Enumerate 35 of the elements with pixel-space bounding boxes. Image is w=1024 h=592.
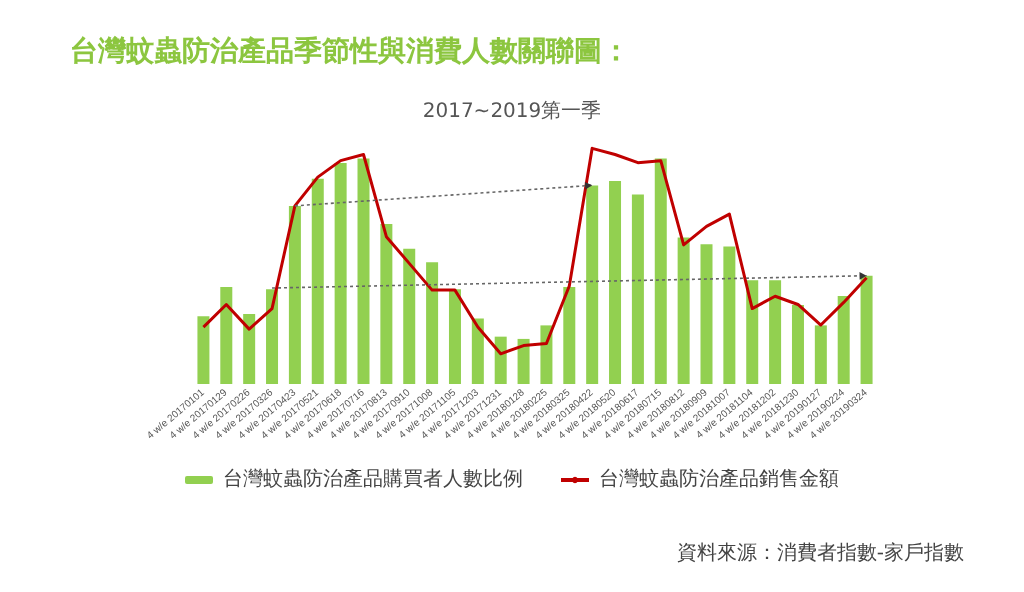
bar [243,314,256,384]
bar [266,289,279,384]
bar [700,244,713,384]
source-note: 資料來源：消費者指數-家戶指數 [676,541,964,565]
bar [494,336,507,384]
bar [814,325,827,384]
chart-subtitle: 2017~2019第一季 [422,99,602,123]
bar [540,325,553,384]
bar [403,248,416,384]
bar [746,280,759,384]
legend-label: 台灣蚊蟲防治產品購買者人數比例 [223,467,523,491]
bar [837,296,850,384]
bar [631,194,644,384]
bar [791,305,804,384]
bar [563,287,576,384]
bar [220,287,233,384]
legend-label: 台灣蚊蟲防治產品銷售金額 [599,467,839,491]
bar [723,246,736,384]
bar [448,289,461,384]
bar [334,163,347,384]
bar [357,158,370,384]
bar [380,223,393,384]
bar [426,262,439,384]
bar [517,338,530,384]
chart-title: 台灣蚊蟲防治產品季節性與消費人數關聯圖： [70,34,630,68]
bar [311,178,324,384]
bar [197,316,210,384]
bar [654,158,667,384]
bar [471,318,484,384]
bar [288,205,301,384]
bar [769,280,782,384]
bar [860,275,873,384]
bar [677,237,690,384]
bar [586,185,599,384]
bar [609,181,622,384]
